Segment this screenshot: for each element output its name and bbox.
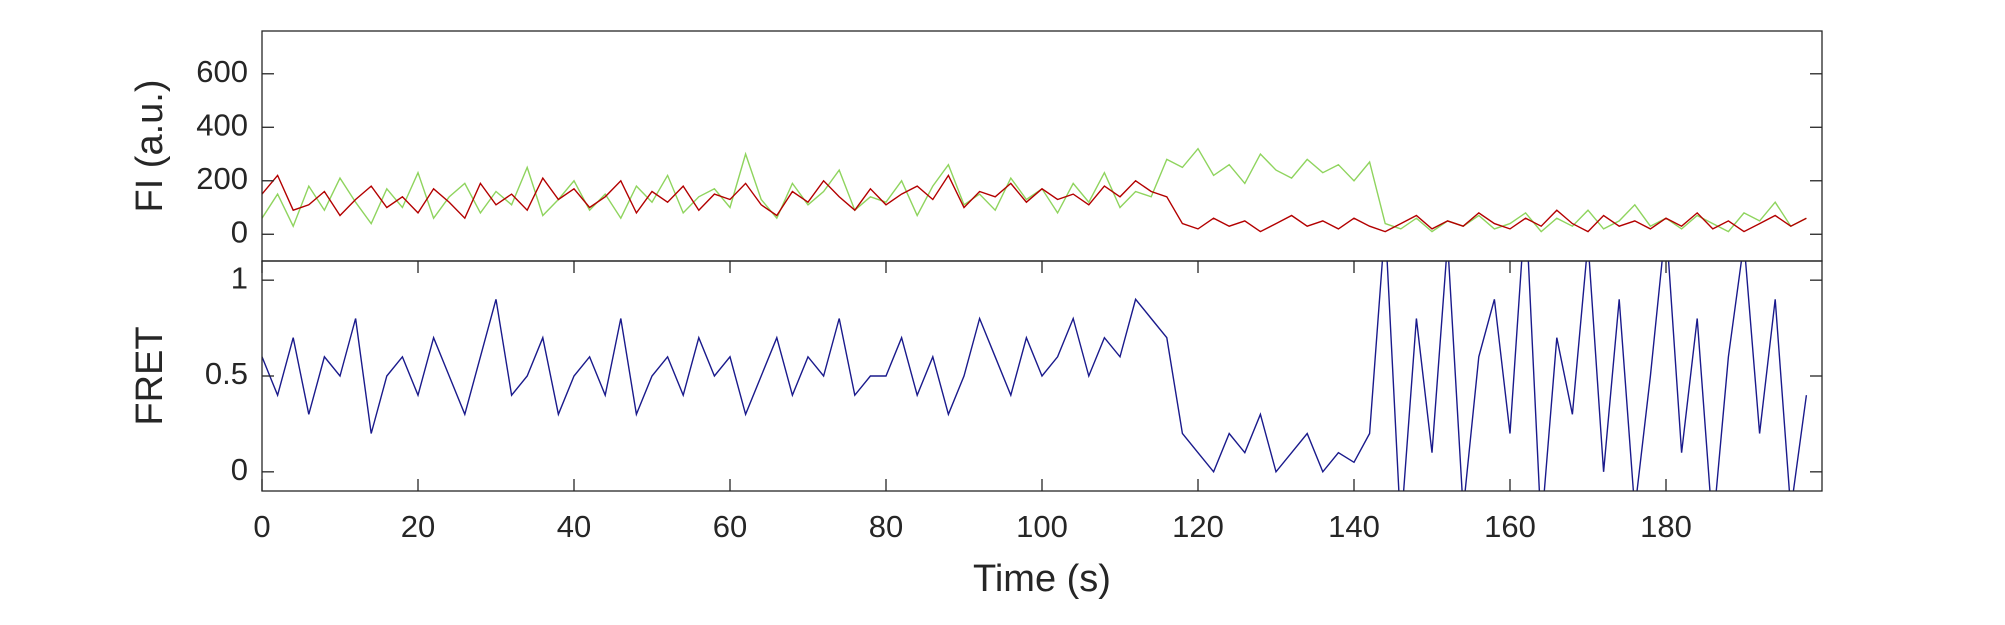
y-axis-label: FRET	[129, 326, 171, 425]
plot-frame	[261, 30, 1823, 262]
y-tick-label: 0	[231, 214, 248, 249]
x-tick-label: 60	[713, 509, 747, 544]
y-tick-label: 200	[196, 161, 248, 196]
y-tick-label: 0.5	[205, 356, 248, 391]
data-line	[262, 261, 1808, 491]
y-tick-label: 1	[231, 260, 248, 295]
x-tick-label: 20	[401, 509, 435, 544]
x-tick-label: 140	[1328, 509, 1380, 544]
data-line	[262, 173, 1807, 233]
y-tick-label: 400	[196, 107, 248, 142]
x-tick-label: 100	[1016, 509, 1068, 544]
x-tick-label: 160	[1484, 509, 1536, 544]
y-tick-label: 0	[231, 452, 248, 487]
x-tick-label: 120	[1172, 509, 1224, 544]
data-line	[262, 147, 1807, 233]
y-tick-label: 600	[196, 54, 248, 89]
x-tick-label: 40	[557, 509, 591, 544]
x-tick-label: 80	[869, 509, 903, 544]
x-tick-label: 180	[1640, 509, 1692, 544]
y-axis-label: FI (a.u.)	[129, 79, 171, 212]
x-tick-label: 0	[253, 509, 270, 544]
x-axis-label: Time (s)	[973, 558, 1111, 600]
